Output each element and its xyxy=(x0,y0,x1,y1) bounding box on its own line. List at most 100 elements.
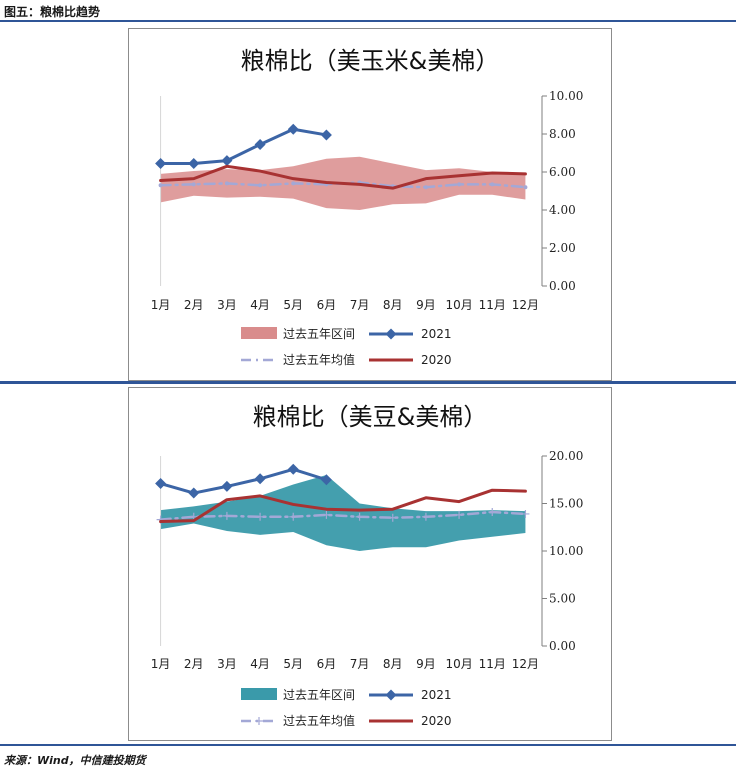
series-2020-line xyxy=(159,488,527,524)
series-2021-point xyxy=(221,155,233,167)
top-rule xyxy=(0,20,736,22)
chart-soy-cotton-svg: 粮棉比（美豆&美棉） 0.00 5.00 10.00 15.00 20.00 1月 2月 3月 4… xyxy=(151,403,584,728)
x-tick-label: 2月 xyxy=(184,298,204,312)
series-2021-line xyxy=(159,127,328,165)
series-five-year-average-point xyxy=(455,510,464,519)
legend-label: 过去五年区间 xyxy=(283,327,355,341)
y-tick-label: 5.00 xyxy=(549,592,576,606)
y-tick-label: 4.00 xyxy=(549,203,576,217)
legend-item: 2020 xyxy=(369,353,452,367)
legend-label: 2020 xyxy=(421,353,452,367)
series-five-year-average-point xyxy=(355,512,364,521)
x-tick-label: 2月 xyxy=(184,657,204,671)
x-tick-label: 4月 xyxy=(250,298,270,312)
x-tick-label: 7月 xyxy=(350,298,370,312)
figure-title: 图五：粮棉比趋势 xyxy=(4,5,101,19)
series-2021-point xyxy=(287,123,299,135)
x-tick-label: 5月 xyxy=(283,657,303,671)
series-2021-point xyxy=(188,157,200,169)
series-five-year-average-point xyxy=(222,511,231,520)
y-tick-label: 10.00 xyxy=(549,89,583,103)
y-tick-label: 6.00 xyxy=(549,165,576,179)
series-five-year-average-point xyxy=(523,185,528,190)
series-five-year-average-point xyxy=(423,185,428,190)
series-2021-point xyxy=(155,157,167,169)
y-tick-label: 15.00 xyxy=(549,497,583,511)
series-five-year-average-point xyxy=(158,183,163,188)
x-tick-label: 11月 xyxy=(479,657,506,671)
x-tick-label: 12月 xyxy=(512,657,539,671)
x-tick-label: 10月 xyxy=(445,657,472,671)
chart-corn-cotton-svg: 粮棉比（美玉米&美棉） 0.00 2.00 4.00 6.00 8.00 10.00 1月 2月… xyxy=(151,47,584,367)
series-five-year-average-point xyxy=(490,182,495,187)
series-five-year-average-point xyxy=(322,510,331,519)
legend-item: 2021 xyxy=(369,327,452,341)
legend-label: 过去五年均值 xyxy=(283,352,355,367)
series-2021-point xyxy=(254,473,266,485)
legend-label: 过去五年区间 xyxy=(283,688,355,702)
y-tick-label: 10.00 xyxy=(549,544,583,558)
x-tick-label: 3月 xyxy=(217,298,237,312)
legend-item: 过去五年均值 xyxy=(241,713,355,728)
series-2021-point xyxy=(320,474,332,486)
legend-swatch-diamond xyxy=(385,328,397,340)
series-five-year-average-point xyxy=(421,512,430,521)
legend-label: 过去五年均值 xyxy=(283,713,355,728)
series-five-year-average-point xyxy=(258,183,263,188)
x-tick-label: 7月 xyxy=(350,657,370,671)
chart-title: 粮棉比（美玉米&美棉） xyxy=(241,47,500,75)
series-2021-point xyxy=(188,487,200,499)
x-tick-label: 1月 xyxy=(151,298,171,312)
series-2021-point xyxy=(254,138,266,150)
middle-rule xyxy=(0,381,736,384)
y-tick-label: 8.00 xyxy=(549,127,576,141)
series-five-year-average-point xyxy=(388,513,397,522)
legend-label: 2020 xyxy=(421,714,452,728)
legend-item: 2021 xyxy=(369,688,452,702)
legend-item: 过去五年均值 xyxy=(241,352,355,367)
series-2021-point xyxy=(320,129,332,141)
y-tick-label: 2.00 xyxy=(549,241,576,255)
series-2021-point xyxy=(221,480,233,492)
x-tick-label: 6月 xyxy=(317,657,337,671)
x-tick-label: 8月 xyxy=(383,657,403,671)
y-tick-label: 20.00 xyxy=(549,449,583,463)
x-tick-label: 12月 xyxy=(512,298,539,312)
x-tick-label: 9月 xyxy=(416,298,436,312)
x-tick-label: 3月 xyxy=(217,657,237,671)
y-tick-label: 0.00 xyxy=(549,639,576,653)
x-tick-label: 4月 xyxy=(250,657,270,671)
series-2020-line xyxy=(159,164,527,190)
legend-label: 2021 xyxy=(421,327,452,341)
series-five-year-average-point xyxy=(224,181,229,186)
legend-swatch-plus xyxy=(255,717,263,725)
legend-swatch-band xyxy=(241,327,277,339)
series-five-year-average-point xyxy=(521,509,530,518)
y-tick-label: 0.00 xyxy=(549,279,576,293)
bottom-rule xyxy=(0,744,736,746)
series-2021-point xyxy=(155,478,167,490)
series-five-year-average-point xyxy=(191,182,196,187)
x-tick-label: 9月 xyxy=(416,657,436,671)
legend-item: 过去五年区间 xyxy=(241,688,355,702)
legend-item: 过去五年区间 xyxy=(241,327,355,341)
series-five-year-average-point xyxy=(289,512,298,521)
legend-item: 2020 xyxy=(369,714,452,728)
chart-corn-cotton: 粮棉比（美玉米&美棉） 0.00 2.00 4.00 6.00 8.00 10.00 1月 2月… xyxy=(128,28,612,381)
chart-title: 粮棉比（美豆&美棉） xyxy=(253,403,488,431)
source-note: 来源：Wind，中信建投期货 xyxy=(4,754,146,767)
series-five-year-average-line xyxy=(159,510,527,521)
series-2021-point xyxy=(287,463,299,475)
x-tick-label: 10月 xyxy=(445,298,472,312)
legend-label: 2021 xyxy=(421,688,452,702)
legend-swatch-band xyxy=(241,688,277,700)
series-five-year-average-point xyxy=(457,182,462,187)
x-tick-label: 1月 xyxy=(151,657,171,671)
chart-soy-cotton: 粮棉比（美豆&美棉） 0.00 5.00 10.00 15.00 20.00 1月 2月 3月 4… xyxy=(128,387,612,741)
series-five-year-average-point xyxy=(291,181,296,186)
band-five-year-range xyxy=(160,475,526,551)
x-tick-label: 8月 xyxy=(383,298,403,312)
series-five-year-average-point xyxy=(256,512,265,521)
legend-swatch-diamond xyxy=(385,689,397,701)
x-tick-label: 11月 xyxy=(479,298,506,312)
